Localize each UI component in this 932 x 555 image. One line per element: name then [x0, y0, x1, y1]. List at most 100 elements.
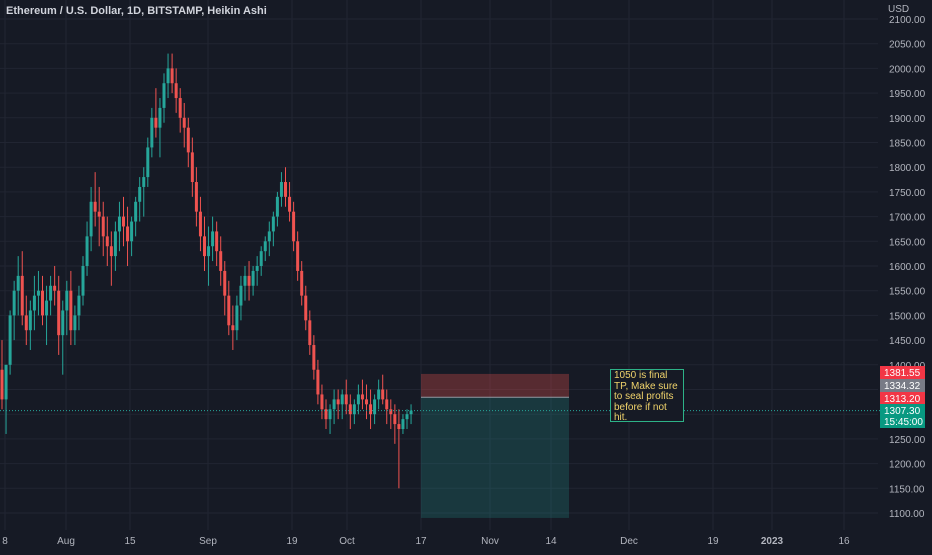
- level-badge-bg: [880, 392, 925, 405]
- candle-body: [211, 231, 215, 247]
- candle-body: [356, 394, 360, 405]
- candle-body: [4, 364, 8, 400]
- candle-body: [166, 68, 170, 84]
- countdown-badge-bg: [880, 415, 925, 428]
- stop-loss-zone: [421, 373, 569, 398]
- candle-body: [8, 315, 12, 365]
- candle: [85, 221, 89, 276]
- candle-body: [393, 414, 397, 425]
- y-tick-label: 1850.00: [889, 139, 926, 150]
- candle-body: [401, 419, 405, 430]
- candle-body: [162, 83, 166, 108]
- candle: [16, 256, 20, 316]
- candle: [405, 409, 409, 430]
- countdown-badge: 15:45:00: [880, 415, 925, 428]
- candle-body: [328, 409, 332, 420]
- candle: [251, 266, 255, 296]
- candle-body: [117, 216, 121, 232]
- candle: [126, 206, 130, 266]
- candle-body: [397, 424, 401, 430]
- x-tick-label: 8: [2, 536, 8, 547]
- candles: [0, 53, 413, 489]
- candle-body: [101, 216, 105, 237]
- x-tick-label: 2023: [761, 536, 784, 547]
- x-tick-label: 14: [545, 536, 557, 547]
- y-tick-label: 1550.00: [889, 287, 926, 298]
- level-badge-text: 1313.20: [884, 394, 921, 405]
- current-price-badge: 1307.30: [880, 404, 925, 417]
- candle-body: [154, 117, 158, 128]
- candle: [219, 236, 223, 286]
- chart-title: Ethereum / U.S. Dollar, 1D, BITSTAMP, He…: [6, 5, 267, 17]
- candle: [348, 394, 352, 430]
- candle-body: [174, 83, 178, 99]
- candle: [89, 186, 93, 252]
- candle: [360, 379, 364, 410]
- candle: [45, 285, 49, 346]
- candle: [247, 261, 251, 301]
- candle: [271, 211, 275, 247]
- x-tick-label: Sep: [199, 536, 217, 547]
- candle-body: [69, 290, 73, 331]
- y-tick-label: 1450.00: [889, 336, 926, 347]
- candle: [162, 73, 166, 123]
- candle-body: [255, 266, 259, 271]
- candle: [304, 285, 308, 331]
- candle: [259, 246, 263, 276]
- candle-body: [279, 182, 283, 197]
- candle: [150, 107, 154, 158]
- candle: [53, 266, 57, 306]
- candle-body: [348, 404, 352, 415]
- candle: [263, 236, 267, 262]
- candle-body: [32, 295, 36, 311]
- candle-body: [267, 231, 271, 242]
- candle-body: [215, 231, 219, 252]
- candle: [142, 167, 146, 217]
- countdown-badge-text: 15:45:00: [884, 417, 923, 428]
- candle: [146, 137, 150, 187]
- candle: [166, 53, 170, 99]
- candle-body: [73, 315, 77, 331]
- candle-body: [296, 241, 300, 271]
- candle-body: [231, 325, 235, 331]
- candle-body: [312, 345, 316, 370]
- y-tick-label: 2000.00: [889, 64, 926, 75]
- y-tick-label: 1200.00: [889, 460, 926, 471]
- candle-body: [28, 310, 32, 331]
- y-tick-label: 1800.00: [889, 163, 926, 174]
- candle: [138, 177, 142, 222]
- candle: [61, 300, 65, 375]
- y-tick-label: 2050.00: [889, 40, 926, 51]
- candle-body: [170, 68, 174, 84]
- candle: [0, 340, 4, 410]
- candle: [377, 379, 381, 410]
- candle: [316, 359, 320, 405]
- currency-label: USD: [888, 4, 910, 15]
- candle: [267, 221, 271, 257]
- candle: [365, 384, 368, 420]
- candle: [235, 295, 239, 341]
- candle: [194, 167, 198, 227]
- candle-body: [81, 266, 85, 296]
- candle: [93, 172, 97, 227]
- candle: [73, 305, 77, 346]
- candle-body: [93, 201, 97, 212]
- candle-body: [263, 241, 267, 252]
- candle: [12, 280, 16, 341]
- candle-body: [113, 231, 117, 257]
- candle: [308, 310, 312, 355]
- candle: [190, 137, 194, 197]
- candle-body: [332, 399, 336, 410]
- candle-body: [97, 211, 101, 217]
- candle-body: [65, 290, 69, 311]
- candle-body: [381, 389, 385, 400]
- candle: [117, 201, 121, 252]
- x-tick-label: 16: [838, 536, 850, 547]
- take-profit-zone: [421, 397, 569, 518]
- note-annotation[interactable]: 1050 is final TP, Make sure to seal prof…: [610, 369, 684, 422]
- candle-body: [369, 404, 373, 415]
- candle-body: [304, 295, 308, 321]
- candle: [215, 221, 219, 266]
